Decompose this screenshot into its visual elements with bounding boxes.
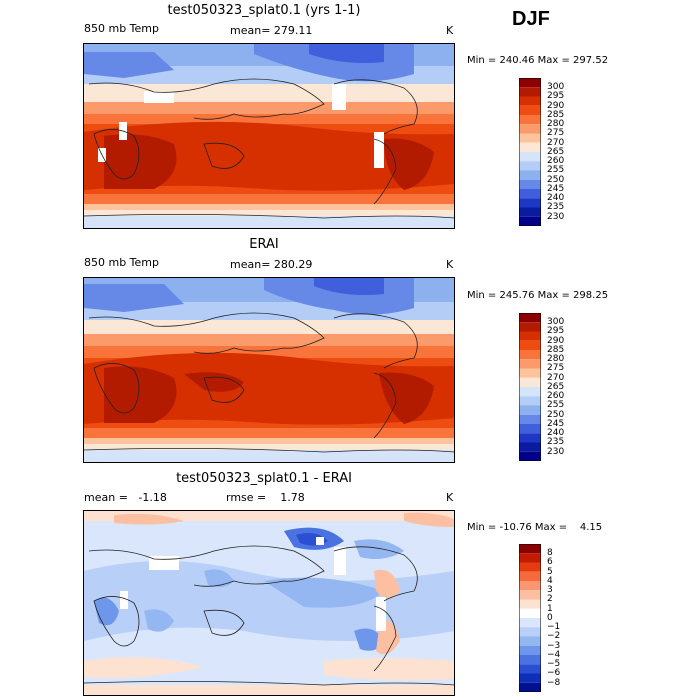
colorbar-tick-label: 245 (547, 183, 565, 194)
colorbar-tick-label: 6 (547, 557, 553, 568)
panel2-colorbar-swatches (519, 313, 541, 461)
panel2-colorbar-labels: 300 295 290 285 280 275 270 265 260 255 … (547, 317, 565, 457)
panel3-mean-label: mean = -1.18 (84, 491, 167, 504)
colorbar-tick-label: 250 (547, 409, 565, 420)
panel1-units-label: K (446, 24, 454, 37)
panel3-units-label: K (446, 491, 454, 504)
colorbar-tick-label: 290 (547, 100, 565, 111)
colorbar-tick-label: 4 (547, 575, 553, 586)
panel3-rmse-label: rmse = 1.78 (226, 491, 305, 504)
colorbar-tick-label: 8 (547, 548, 553, 558)
panel3-colorbar (519, 544, 541, 692)
colorbar-tick-label: −6 (547, 668, 561, 679)
panel1-title: test050323_splat0.1 (yrs 1-1) (167, 3, 361, 18)
colorbar-tick-label: 265 (547, 146, 565, 157)
colorbar-tick-label: 235 (547, 437, 565, 448)
colorbar-tick-label: 290 (547, 335, 565, 346)
colorbar-tick-label: 265 (547, 381, 565, 392)
colorbar-tick-label: 255 (547, 400, 565, 411)
colorbar-tick-label: 230 (547, 211, 565, 222)
colorbar-tick-label: 240 (547, 428, 565, 438)
colorbar-tick-label: 2 (547, 594, 553, 605)
colorbar-tick-label: 280 (547, 354, 565, 364)
panel2-field-label: 850 mb Temp (84, 256, 160, 269)
colorbar-tick-label: 275 (547, 128, 565, 139)
colorbar-tick-label: 255 (547, 165, 565, 176)
colorbar-tick-label: 5 (547, 566, 553, 577)
panel2-units-label: K (446, 258, 454, 271)
panel2-colorbar (519, 313, 541, 461)
colorbar-tick-label: −1 (547, 622, 561, 632)
colorbar-tick-label: −2 (547, 631, 561, 642)
panel3-title: test050323_splat0.1 - ERAI (176, 471, 352, 486)
panel1-colorbar (519, 78, 541, 226)
colorbar-tick-label: 300 (547, 317, 565, 327)
colorbar-tick-label: 240 (547, 193, 565, 203)
panel3-minmax: Min = -10.76 Max = 4.15 (467, 522, 603, 533)
panel3-map (83, 510, 455, 696)
panel2-title: ERAI (249, 237, 279, 252)
colorbar-tick-label: 295 (547, 326, 565, 337)
panel1-field-label: 850 mb Temp (84, 22, 160, 35)
colorbar-tick-label: −5 (547, 659, 561, 669)
colorbar-tick-label: 285 (547, 109, 565, 120)
colorbar-tick-label: 3 (547, 585, 553, 595)
colorbar-tick-label: 0 (547, 612, 553, 623)
colorbar-tick-label: 260 (547, 156, 565, 166)
colorbar-tick-label: −4 (547, 649, 561, 660)
colorbar-tick-label: −3 (547, 640, 561, 651)
panel3-colorbar-labels: 8 6 5 4 3 2 1 0 −1 −2 −3 −4 −5 −6 −8 (547, 548, 561, 688)
colorbar-tick-label: 280 (547, 119, 565, 129)
panel1-mean-label: mean= 279.11 (230, 24, 313, 37)
colorbar-tick-label: 235 (547, 202, 565, 213)
panel1-minmax: Min = 240.46 Max = 297.52 (467, 55, 609, 66)
colorbar-tick-label: 270 (547, 372, 565, 383)
panel2-map (83, 277, 455, 463)
colorbar-tick-label: 245 (547, 418, 565, 429)
colorbar-tick-label: 270 (547, 137, 565, 148)
panel3-colorbar-swatches (519, 544, 541, 692)
season-label: DJF (512, 8, 550, 30)
panel1-colorbar-swatches (519, 78, 541, 226)
colorbar-tick-label: 295 (547, 91, 565, 102)
panel2-mean-label: mean= 280.29 (230, 258, 313, 271)
colorbar-tick-label: 300 (547, 82, 565, 92)
colorbar-tick-label: −8 (547, 677, 561, 688)
panel2-minmax: Min = 245.76 Max = 298.25 (467, 290, 609, 301)
colorbar-tick-label: 275 (547, 363, 565, 374)
colorbar-tick-label: 260 (547, 391, 565, 401)
panel1-colorbar-labels: 300 295 290 285 280 275 270 265 260 255 … (547, 82, 565, 222)
colorbar-tick-label: 285 (547, 344, 565, 355)
colorbar-tick-label: 230 (547, 446, 565, 457)
panel1-map (83, 43, 455, 229)
colorbar-tick-label: 1 (547, 603, 553, 614)
colorbar-tick-label: 250 (547, 174, 565, 185)
